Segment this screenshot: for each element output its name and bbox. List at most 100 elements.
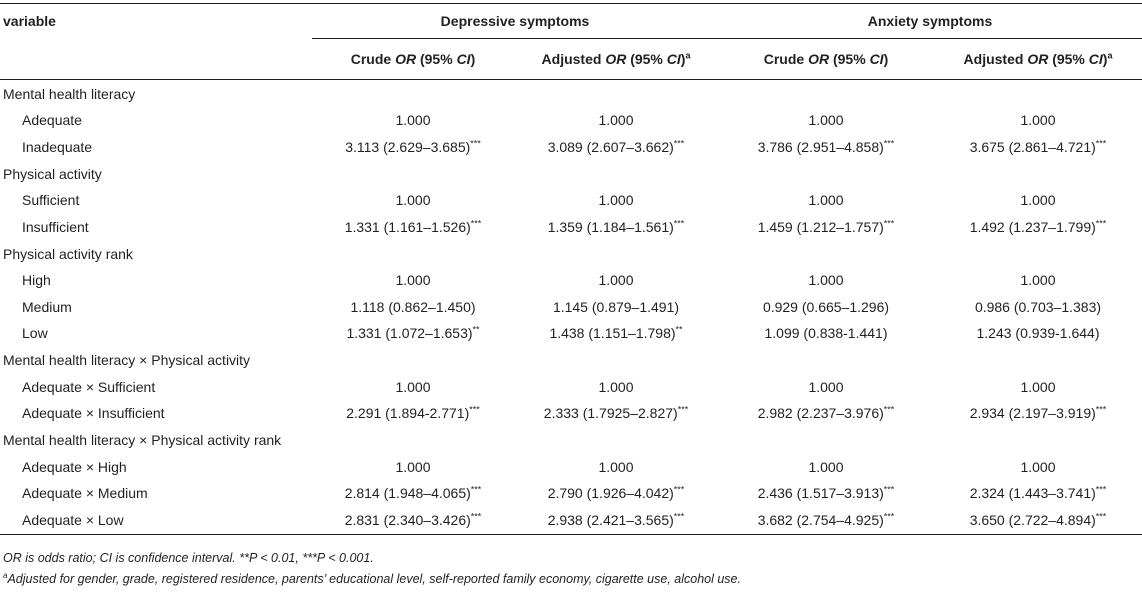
table-cell: 1.000 [718,267,934,294]
subheader-part: ) [883,51,889,67]
table-cell: 2.982 (2.237–3.976)*** [718,400,934,427]
subheader-part: OR [808,51,830,67]
cell-value: 1.331 (1.072–1.653) [346,325,473,342]
cell-value: 2.982 (2.237–3.976) [757,405,884,422]
section-title: Mental health literacy [3,85,136,102]
table-cell: 1.000 [934,267,1142,294]
section-title: Mental health literacy × Physical activi… [3,352,251,368]
row-label: Adequate × Medium [22,485,148,502]
table-cell: 3.786 (2.951–4.858)*** [718,134,934,161]
results-table: variable Depressive symptoms Anxiety sym… [0,3,1142,535]
subheader-part: ) [1102,51,1108,67]
significance-marker: *** [470,484,482,495]
table-cell: 2.324 (1.443–3.741)*** [934,480,1142,507]
cell-value: 1.331 (1.161–1.526) [344,218,471,235]
cell-value: 1.000 [1020,192,1056,209]
table-cell: 3.650 (2.722–4.894)*** [934,506,1142,535]
table-cell: 1.000 [718,187,934,214]
table-row: Inadequate 3.113 (2.629–3.685)*** 3.089 (2… [0,134,1142,161]
cell-value: 1.145 (0.879–1.491) [552,298,680,315]
cell-value: 2.814 (1.948–4.065) [344,485,471,502]
table-row: Insufficient 1.331 (1.161–1.526)*** 1.359 … [0,214,1142,241]
section-title: Physical activity [3,165,102,182]
row-label: Adequate × High [22,458,127,475]
anxiety-group-header: Anxiety symptoms [718,4,1142,39]
table-cell: 1.118 (0.862–1.450) [312,294,514,321]
section-row: Mental health literacy × Physical activi… [0,427,1142,454]
significance-marker: *** [469,404,480,415]
cell-value: 3.089 (2.607–3.662) [547,138,674,155]
table-cell: 2.831 (2.340–3.426)*** [312,506,514,535]
depressive-group-header: Depressive symptoms [312,4,718,39]
group-header-row: variable Depressive symptoms Anxiety sym… [0,4,1142,39]
subheader-part: (95% [1048,51,1089,67]
table-cell: 2.436 (1.517–3.913)*** [718,480,934,507]
cell-value: 1.243 (0.939-1.644) [976,325,1100,342]
significance-marker: *** [673,138,685,149]
table-cell: 1.243 (0.939-1.644) [934,320,1142,347]
row-label: Adequate × Sufficient [22,378,156,395]
table-cell: 1.000 [312,454,514,481]
table-cell: 1.331 (1.161–1.526)*** [312,214,514,241]
subheader-part: CI [869,51,884,67]
table-cell: 1.000 [718,107,934,134]
table-cell: 1.000 [514,374,718,401]
table-cell: 3.682 (2.754–4.925)*** [718,506,934,535]
cell-value: 1.000 [598,112,634,129]
cell-value: 1.492 (1.237–1.799) [969,218,1096,235]
subheader-part: ) [680,51,686,67]
cell-value: 1.000 [598,192,634,209]
table-cell: 1.000 [934,187,1142,214]
significance-marker: *** [883,511,895,522]
cell-value: 1.000 [395,378,431,395]
cell-value: 1.000 [1020,378,1056,395]
subheader-part: ) [470,51,476,67]
table-cell: 2.333 (1.7925–2.827)*** [514,400,718,427]
subheader-part: CI [666,51,681,67]
table-cell: 1.000 [312,107,514,134]
table-cell: 1.359 (1.184–1.561)*** [514,214,718,241]
cell-value: 1.000 [395,112,431,129]
cell-value: 2.291 (1.894-2.771) [346,405,470,422]
table-row: Adequate × Medium 2.814 (1.948–4.065)*** 2… [0,480,1142,507]
table-cell: 1.145 (0.879–1.491) [514,294,718,321]
cell-value: 1.099 (0.838-1.441) [764,325,888,342]
row-label: Low [22,325,48,342]
table-row: Adequate × High 1.000 1.000 1.000 1.000 [0,454,1142,481]
table-cell: 3.675 (2.861–4.721)*** [934,134,1142,161]
subheader-part: Crude [350,51,396,67]
cell-value: 1.000 [395,458,431,475]
cell-value: 1.000 [1020,458,1056,475]
significance-marker: *** [673,484,685,495]
cell-value: 0.986 (0.703–1.383) [974,298,1102,315]
subheader-part: a [1107,50,1113,61]
table-row: Medium 1.118 (0.862–1.450) 1.145 (0.879–1.… [0,294,1142,321]
cell-value: 1.000 [808,192,844,209]
significance-marker: *** [1095,138,1107,149]
table-cell: 1.000 [934,374,1142,401]
cell-value: 3.675 (2.861–4.721) [969,138,1096,155]
footnote-adjustment-text: Adjusted for gender, grade, registered r… [7,572,741,586]
table-row: Adequate 1.000 1.000 1.000 1.000 [0,107,1142,134]
table-cell: 2.291 (1.894-2.771)*** [312,400,514,427]
cell-value: 1.459 (1.212–1.757) [757,218,884,235]
cell-value: 0.929 (0.665–1.296) [762,298,890,315]
significance-marker: *** [1095,218,1107,229]
table-cell: 1.099 (0.838-1.441) [718,320,934,347]
table-cell: 2.790 (1.926–4.042)*** [514,480,718,507]
significance-marker: *** [470,138,481,149]
subheader-row: Crude OR (95% CI) Adjusted OR (95% CI)a Cr… [0,39,1142,80]
cell-value: 1.000 [1020,272,1056,289]
subheader-2: Crude OR (95% CI) [718,39,934,80]
table-cell: 1.000 [718,374,934,401]
cell-value: 2.790 (1.926–4.042) [547,485,674,502]
subheader-part: (95% [626,51,667,67]
cell-value: 3.113 (2.629–3.685) [345,138,471,155]
cell-value: 1.359 (1.184–1.561) [547,218,674,235]
row-label: Adequate × Low [0,506,312,535]
table-row: Adequate × Low 2.831 (2.340–3.426)*** 2.93… [0,506,1142,535]
cell-value: 3.786 (2.951–4.858) [757,138,884,155]
table-cell: 1.331 (1.072–1.653)** [312,320,514,347]
significance-marker: *** [883,138,895,149]
significance-marker: ** [472,324,480,335]
